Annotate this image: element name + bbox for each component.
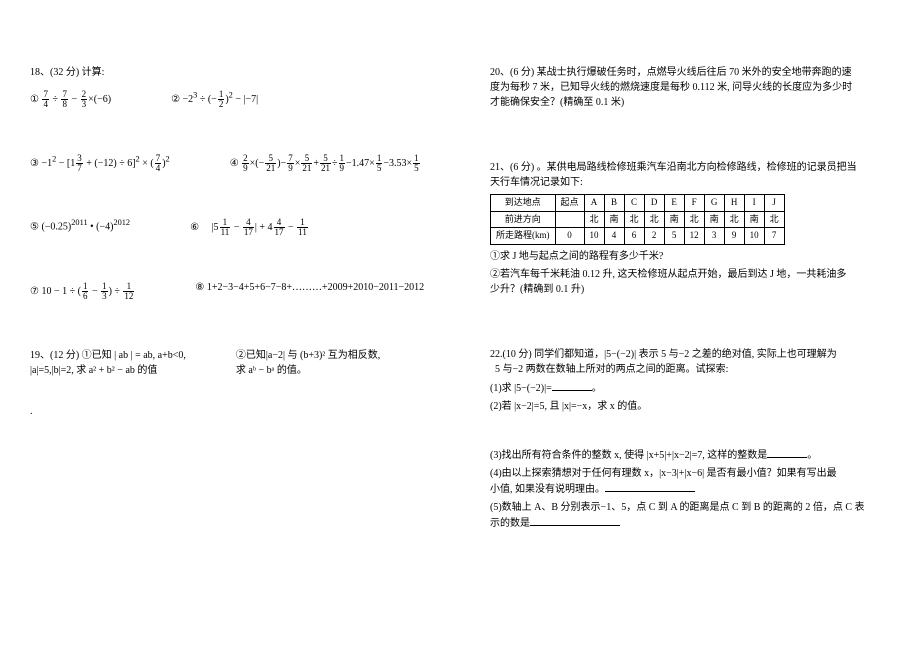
q18-item8: ⑧ 1+2−3−4+5+6−7−8+………+2009+2010−2011−201… xyxy=(195,282,424,301)
q20-line2: 度为每秒 7 米，已知导火线的燃烧速度是每秒 0.112 米, 问导火线的长度应… xyxy=(490,80,890,95)
q19-part2: ②已知|a−2| 与 (b+3)² 互为相反数, 求 aᵇ − bᵃ 的值。 xyxy=(236,346,380,376)
q18-item4: ④ 29×(−521)−79×521+521÷19−1.47×15−3.53×1… xyxy=(230,154,421,173)
q18-item7: ⑦ 10 − 1 ÷ (16 − 13) ÷ 112 xyxy=(30,282,135,301)
cell: 北 xyxy=(764,211,784,228)
left-column: 18、(32 分) 计算: ① 74 ÷ 78 − 23×(−6) ② −23 … xyxy=(0,0,460,651)
blank xyxy=(530,515,620,526)
cell xyxy=(555,211,584,228)
q18-header: 18、(32 分) 计算: xyxy=(30,65,430,80)
q18-row2: ③ −12 − [137 + (−12) ÷ 6]2 × (74)2 ④ 29×… xyxy=(30,154,430,173)
cell: D xyxy=(644,195,664,212)
cell: J xyxy=(764,195,784,212)
cell: 6 xyxy=(624,228,644,245)
cell: 南 xyxy=(744,211,764,228)
q18-row1: ① 74 ÷ 78 − 23×(−6) ② −23 ÷ (−12)2 − |−7… xyxy=(30,90,430,109)
cell: 7 xyxy=(764,228,784,245)
left-dot: . xyxy=(30,406,430,417)
q19-part2a: ②已知|a−2| 与 (b+3)² 互为相反数, xyxy=(236,346,380,361)
cell: 5 xyxy=(664,228,684,245)
q22-sub3: (3)找出所有符合条件的整数 x, 使得 |x+5|+|x−2|=7, 这样的整… xyxy=(490,447,890,463)
blank xyxy=(767,447,807,458)
q21: 21、(6 分) 。某供电局路线检修班乘汽车沿南北方向检修路线，检修班的记录员把… xyxy=(490,160,890,297)
q18-item5: ⑤ (−0.25)2011 • (−4)2012 xyxy=(30,218,130,237)
cell: 到达地点 xyxy=(491,195,556,212)
q22-line2: 5 与−2 两数在数轴上所对的两点之间的距离。试探索: xyxy=(490,362,890,377)
table-row: 到达地点 起点 A B C D E F G H I J xyxy=(491,195,785,212)
q22: 22.(10 分) 同学们都知道，|5−(−2)| 表示 5 与−2 之差的绝对… xyxy=(490,347,890,531)
cell: 北 xyxy=(624,211,644,228)
q22-sub1: (1)求 |5−(−2)|=。 xyxy=(490,380,890,396)
cell: 所走路程(km) xyxy=(491,228,556,245)
cell: 10 xyxy=(584,228,604,245)
blank xyxy=(552,380,592,391)
q21-sub2b: 少升？(精确到 0.1 升) xyxy=(490,282,890,297)
q22-sub5a: (5)数轴上 A、B 分别表示−1、5，点 C 到 A 的距离是点 C 到 B … xyxy=(490,500,890,515)
q21-line2: 天行车情况记录如下: xyxy=(490,175,890,190)
q22-sub2: (2)若 |x−2|=5, 且 |x|=−x，求 x 的值。 xyxy=(490,399,890,414)
q21-table: 到达地点 起点 A B C D E F G H I J 前进方向 北 xyxy=(490,194,785,245)
q18-row3: ⑤ (−0.25)2011 • (−4)2012 ⑥ |5111 − 417| … xyxy=(30,218,430,237)
q22-sub4b: 小值, 如果没有说明理由。 xyxy=(490,481,890,497)
q21-sub2a: ②若汽车每千米耗油 0.12 升, 这天检修班从起点开始，最后到达 J 地，一共… xyxy=(490,267,890,282)
q19-line2: |a|=5,|b|=2, 求 a² + b² − ab 的值 xyxy=(30,361,186,376)
q22-sub5b: 示的数是 xyxy=(490,515,890,531)
table-row: 所走路程(km) 0 10 4 6 2 5 12 3 9 10 7 xyxy=(491,228,785,245)
q18-item6: ⑥ |5111 − 417| + 4417 − 111 xyxy=(190,218,309,237)
cell: 12 xyxy=(684,228,704,245)
q19-part2b: 求 aᵇ − bᵃ 的值。 xyxy=(236,361,380,376)
cell: 南 xyxy=(664,211,684,228)
table-row: 前进方向 北 南 北 北 南 北 南 北 南 北 xyxy=(491,211,785,228)
cell: 北 xyxy=(584,211,604,228)
cell: 9 xyxy=(724,228,744,245)
q19-header: 19、(12 分) ①已知 | ab | = ab, a+b<0, xyxy=(30,346,186,361)
cell: 北 xyxy=(684,211,704,228)
cell: 10 xyxy=(744,228,764,245)
q20-line1: 20、(6 分) 某战士执行爆破任务时，点燃导火线后往后 70 米外的安全地带奔… xyxy=(490,65,890,80)
q22-sub4a: (4)由以上探索猜想对于任何有理数 x，|x−3|+|x−6| 是否有最小值？如… xyxy=(490,466,890,481)
q19: 19、(12 分) ①已知 | ab | = ab, a+b<0, |a|=5,… xyxy=(30,346,430,376)
cell: G xyxy=(704,195,724,212)
q18-row4: ⑦ 10 − 1 ÷ (16 − 13) ÷ 112 ⑧ 1+2−3−4+5+6… xyxy=(30,282,430,301)
q22-line1: 22.(10 分) 同学们都知道，|5−(−2)| 表示 5 与−2 之差的绝对… xyxy=(490,347,890,362)
q18-item3: ③ −12 − [137 + (−12) ÷ 6]2 × (74)2 xyxy=(30,154,170,173)
q21-line1: 21、(6 分) 。某供电局路线检修班乘汽车沿南北方向检修路线，检修班的记录员把… xyxy=(490,160,890,175)
cell: E xyxy=(664,195,684,212)
cell: C xyxy=(624,195,644,212)
cell: 3 xyxy=(704,228,724,245)
cell: I xyxy=(744,195,764,212)
cell: H xyxy=(724,195,744,212)
cell: 北 xyxy=(724,211,744,228)
cell: 0 xyxy=(555,228,584,245)
cell: F xyxy=(684,195,704,212)
cell: 前进方向 xyxy=(491,211,556,228)
q20: 20、(6 分) 某战士执行爆破任务时，点燃导火线后往后 70 米外的安全地带奔… xyxy=(490,65,890,110)
cell: 南 xyxy=(704,211,724,228)
cell: A xyxy=(584,195,604,212)
cell: 南 xyxy=(604,211,624,228)
cell: 4 xyxy=(604,228,624,245)
right-column: 20、(6 分) 某战士执行爆破任务时，点燃导火线后往后 70 米外的安全地带奔… xyxy=(460,0,920,651)
q20-line3: 才能确保安全？(精确至 0.1 米) xyxy=(490,95,890,110)
q18-item2: ② −23 ÷ (−12)2 − |−7| xyxy=(171,90,258,109)
page: 18、(32 分) 计算: ① 74 ÷ 78 − 23×(−6) ② −23 … xyxy=(0,0,920,651)
blank xyxy=(605,481,695,492)
cell: 起点 xyxy=(555,195,584,212)
cell: 北 xyxy=(644,211,664,228)
cell: 2 xyxy=(644,228,664,245)
q21-sub1: ①求 J 地与起点之间的路程有多少千米? xyxy=(490,249,890,264)
q18-item1: ① 74 ÷ 78 − 23×(−6) xyxy=(30,90,111,109)
cell: B xyxy=(604,195,624,212)
q19-part1: 19、(12 分) ①已知 | ab | = ab, a+b<0, |a|=5,… xyxy=(30,346,186,376)
